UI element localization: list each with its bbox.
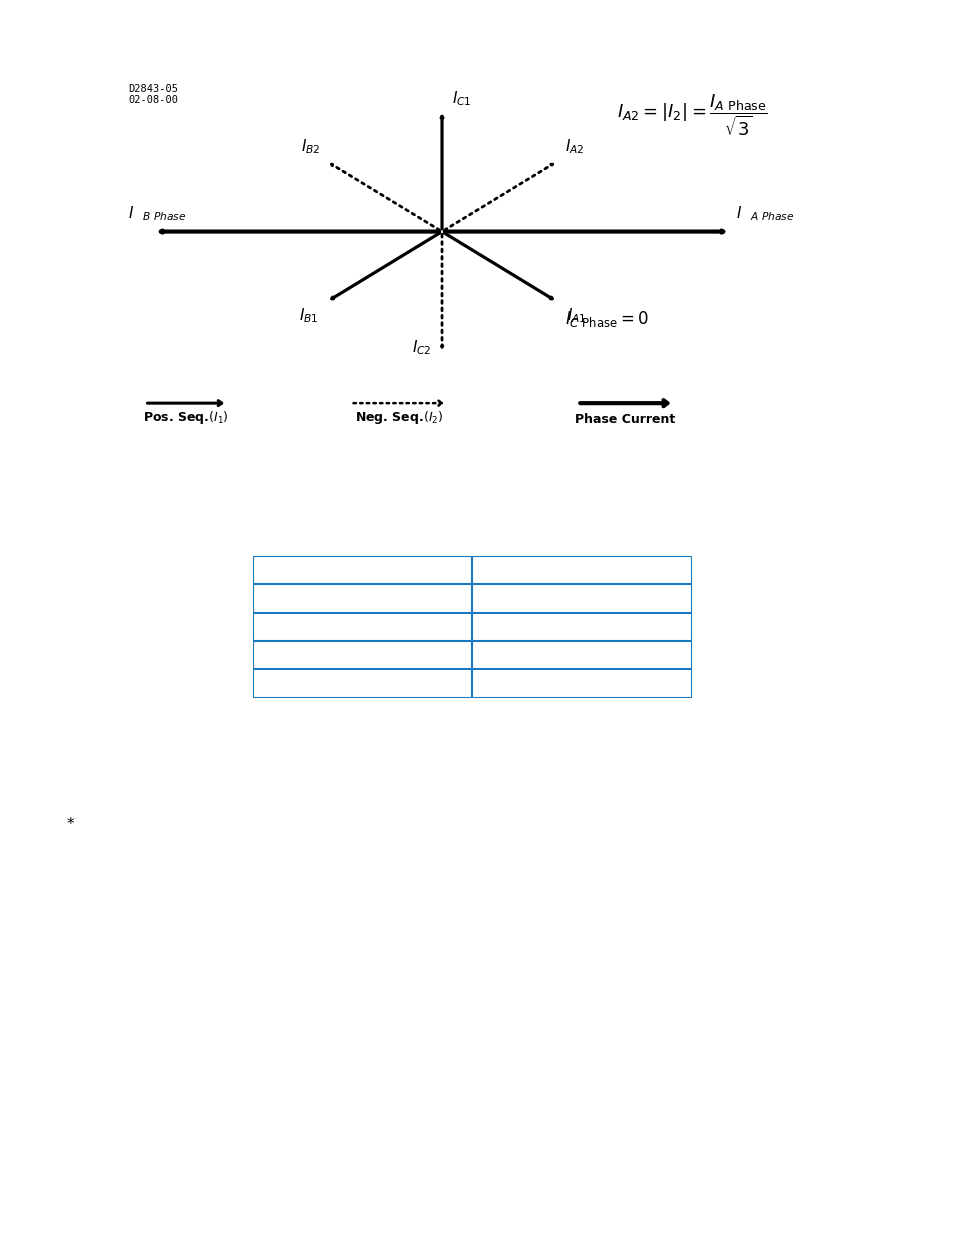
Text: $I_{A2}$: $I_{A2}$ (564, 138, 584, 157)
Text: $I_{C1}$: $I_{C1}$ (452, 89, 471, 107)
Text: D2843-05
02-08-00: D2843-05 02-08-00 (128, 84, 178, 105)
Text: Phase Current: Phase Current (575, 412, 675, 426)
Text: $I_{C\ \mathrm{Phase}}=0$: $I_{C\ \mathrm{Phase}}=0$ (564, 309, 648, 329)
Text: $I_{A1}$: $I_{A1}$ (567, 306, 586, 325)
Text: $I_{C2}$: $I_{C2}$ (412, 338, 432, 357)
Text: $I_{B2}$: $I_{B2}$ (301, 138, 320, 157)
Text: $I_{A2}=|I_2|=\dfrac{I_{A\ \mathrm{Phase}}}{\sqrt{3}}$: $I_{A2}=|I_2|=\dfrac{I_{A\ \mathrm{Phase… (617, 93, 767, 138)
Text: Pos. Seq.$(I_1)$: Pos. Seq.$(I_1)$ (143, 409, 229, 426)
Text: $I$  $_{A\ \mathregular{Phase}}$: $I$ $_{A\ \mathregular{Phase}}$ (736, 204, 794, 224)
Text: *: * (67, 816, 74, 832)
Text: $I_{B1}$: $I_{B1}$ (299, 306, 318, 325)
Text: Neg. Seq.$(I_2)$: Neg. Seq.$(I_2)$ (355, 409, 442, 426)
Text: $I$  $_{B\ \mathregular{Phase}}$: $I$ $_{B\ \mathregular{Phase}}$ (128, 204, 186, 224)
